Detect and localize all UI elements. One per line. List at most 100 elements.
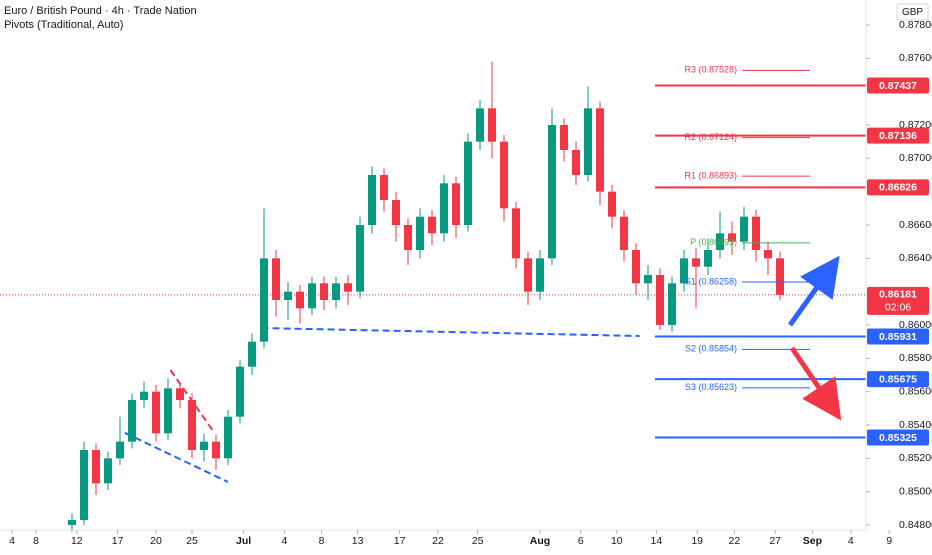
- currency-box[interactable]: [896, 3, 929, 21]
- level-tag: [867, 371, 929, 388]
- candle-body: [224, 416, 232, 459]
- axis-layer: 0.878000.876000.872000.870000.866000.864…: [9, 19, 932, 547]
- countdown: 02:06: [885, 302, 911, 314]
- candle-body: [596, 108, 604, 192]
- x-tick-label: 20: [150, 535, 162, 547]
- candle-body: [296, 291, 304, 309]
- candle-body: [668, 283, 676, 325]
- current-price-tag: [867, 286, 929, 315]
- candle-body: [92, 450, 100, 484]
- candle-body: [572, 150, 580, 175]
- x-tick-label: 19: [691, 535, 703, 547]
- candle-body: [140, 391, 148, 400]
- level-tag-label: 0.86826: [879, 182, 917, 194]
- x-tick-label: 13: [352, 535, 364, 547]
- candle-body: [272, 258, 280, 300]
- candle-body: [464, 141, 472, 225]
- candle-body: [176, 388, 184, 400]
- candle-body: [68, 520, 76, 525]
- x-tick-label: Sep: [803, 535, 822, 547]
- pivot-label: S1 (0.86258): [685, 276, 737, 286]
- level-tag-label: 0.85325: [879, 432, 917, 444]
- candle-body: [512, 208, 520, 259]
- y-tick-label: 0.84800: [899, 519, 932, 531]
- trendline: [261, 327, 640, 337]
- x-tick-label: 17: [112, 535, 124, 547]
- candle-body: [368, 175, 376, 225]
- level-tag: [867, 328, 929, 345]
- level-tag: [867, 127, 929, 144]
- x-tick-label: 4: [9, 535, 15, 547]
- candle-body: [608, 191, 616, 217]
- candle-body: [716, 233, 724, 250]
- candle-body: [560, 125, 568, 150]
- candle-body: [452, 183, 460, 225]
- x-tick-label: 8: [319, 535, 325, 547]
- plot-area: R3 (0.87528) R2 (0.87124) R1 (0.86893) P (0…: [0, 61, 866, 532]
- level-tag-label: 0.85675: [879, 373, 917, 385]
- candle-body: [188, 400, 196, 450]
- indicator-label: Pivots (Traditional, Auto): [4, 19, 123, 31]
- candle-body: [344, 283, 352, 292]
- x-tick-label: 4: [848, 535, 854, 547]
- candle-body: [164, 388, 172, 434]
- candle-body: [500, 141, 508, 209]
- pivot-label: R1 (0.86893): [684, 171, 737, 181]
- pivot-label: R3 (0.87528): [684, 65, 737, 75]
- candle-body: [776, 258, 784, 295]
- current-price-label: 0.86181: [879, 289, 917, 301]
- candle-body: [152, 391, 160, 434]
- level-tag-label: 0.87136: [879, 130, 917, 142]
- x-tick-label: Jul: [236, 535, 251, 547]
- candle-body: [440, 183, 448, 234]
- x-tick-label: 10: [611, 535, 623, 547]
- candle-body: [644, 275, 652, 284]
- chart-title: Euro / British Pound · 4h · Trade Nation: [4, 5, 197, 17]
- candle-body: [104, 458, 112, 484]
- pivot-label: S3 (0.85623): [685, 382, 737, 392]
- x-tick-label: Aug: [530, 535, 550, 547]
- candle-body: [704, 250, 712, 267]
- x-tick-label: 25: [186, 535, 198, 547]
- currency[interactable]: GBP: [902, 7, 923, 18]
- candle-body: [524, 258, 532, 292]
- candle-body: [308, 283, 316, 309]
- up-arrow: [787, 255, 840, 327]
- candle-body: [728, 233, 736, 242]
- candle-body: [236, 366, 244, 417]
- trendline: [124, 431, 229, 483]
- candle-body: [116, 441, 124, 459]
- candle-body: [248, 341, 256, 367]
- candle-body: [548, 125, 556, 259]
- candle-body: [212, 441, 220, 459]
- level-tag: [867, 179, 929, 196]
- candle-body: [128, 400, 136, 442]
- down-arrow: [789, 346, 842, 421]
- x-tick-label: 12: [71, 535, 83, 547]
- candle-body: [332, 283, 340, 300]
- candle-body: [80, 450, 88, 520]
- candle-body: [320, 283, 328, 300]
- x-tick-label: 27: [769, 535, 781, 547]
- x-tick-label: 22: [729, 535, 741, 547]
- candle-body: [680, 258, 688, 284]
- candle-body: [692, 258, 700, 267]
- level-tag: [867, 77, 929, 94]
- candle-body: [740, 216, 748, 242]
- x-tick-label: 9: [886, 535, 892, 547]
- candle-body: [428, 216, 436, 234]
- x-tick-label: 8: [33, 535, 39, 547]
- candle-body: [416, 216, 424, 250]
- candle-body: [752, 216, 760, 250]
- candle-body: [536, 258, 544, 292]
- candle-body: [584, 108, 592, 175]
